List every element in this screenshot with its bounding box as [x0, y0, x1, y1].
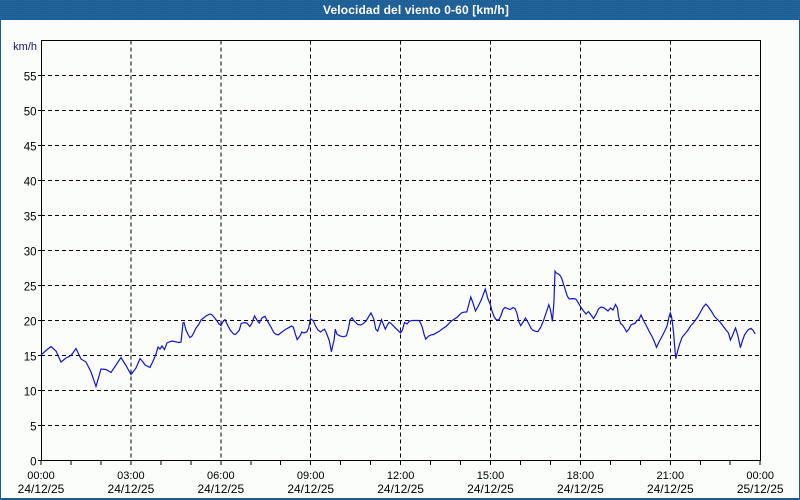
svg-text:15: 15 — [24, 352, 37, 364]
svg-text:45: 45 — [24, 142, 37, 154]
svg-text:30: 30 — [24, 247, 37, 259]
svg-text:20: 20 — [24, 317, 37, 329]
svg-text:24/12/25: 24/12/25 — [197, 482, 244, 496]
svg-text:km/h: km/h — [13, 41, 37, 53]
svg-text:24/12/25: 24/12/25 — [467, 482, 514, 496]
svg-text:03:00: 03:00 — [117, 470, 145, 482]
svg-text:12:00: 12:00 — [387, 470, 415, 482]
svg-text:5: 5 — [30, 422, 36, 434]
svg-text:10: 10 — [24, 387, 37, 399]
svg-text:24/12/25: 24/12/25 — [108, 482, 155, 496]
svg-text:25: 25 — [24, 282, 37, 294]
svg-text:00:00: 00:00 — [27, 470, 55, 482]
svg-text:18:00: 18:00 — [567, 470, 595, 482]
svg-text:25/12/25: 25/12/25 — [737, 482, 784, 496]
svg-text:0: 0 — [30, 457, 36, 469]
svg-text:06:00: 06:00 — [207, 470, 235, 482]
svg-text:24/12/25: 24/12/25 — [377, 482, 424, 496]
svg-text:50: 50 — [24, 107, 37, 119]
svg-text:24/12/25: 24/12/25 — [287, 482, 334, 496]
svg-text:15:00: 15:00 — [477, 470, 505, 482]
svg-text:35: 35 — [24, 212, 37, 224]
svg-text:40: 40 — [24, 177, 37, 189]
svg-text:24/12/25: 24/12/25 — [557, 482, 604, 496]
svg-text:24/12/25: 24/12/25 — [18, 482, 65, 496]
svg-text:21:00: 21:00 — [657, 470, 685, 482]
svg-text:00:00: 00:00 — [746, 470, 774, 482]
svg-text:55: 55 — [24, 72, 37, 84]
svg-text:24/12/25: 24/12/25 — [647, 482, 694, 496]
svg-text:09:00: 09:00 — [297, 470, 325, 482]
